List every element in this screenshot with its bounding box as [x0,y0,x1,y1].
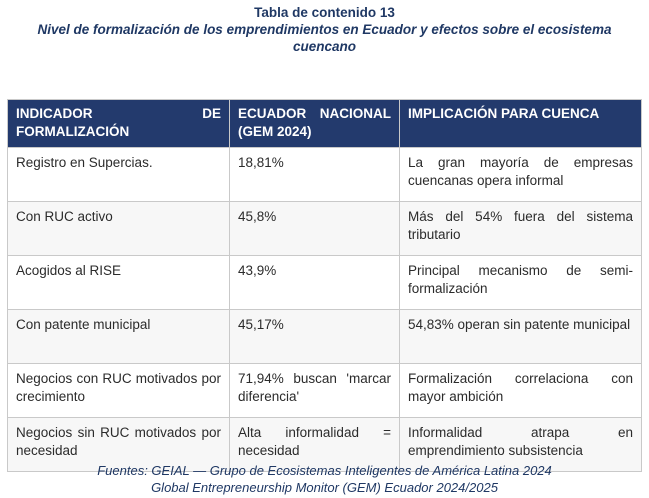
header-ecuador-nacional: ECUADOR NACIONAL (GEM 2024) [229,99,400,148]
cell-ecuador-value: 18,81% [229,147,400,202]
formalization-table: INDICADOR DE FORMALIZACIÓN ECUADOR NACIO… [7,99,642,472]
table-caption-title: Tabla de contenido 13 [254,5,395,20]
table-row: Registro en Supercias. 18,81% La gran ma… [7,147,642,202]
cell-ecuador-value: 45,8% [229,201,400,256]
header-indicator: INDICADOR DE FORMALIZACIÓN [7,99,230,148]
cell-ecuador-value: 43,9% [229,255,400,310]
cell-implication: Principal mecanismo de semi-formalizació… [399,255,642,310]
header-implicacion: IMPLICACIÓN PARA CUENCA [399,99,642,148]
table-caption-subtitle: Nivel de formalización de los emprendimi… [37,22,612,54]
table-row: Con patente municipal 45,17% 54,83% oper… [7,309,642,364]
sources-note: Fuentes: GEIAL — Grupo de Ecosistemas In… [0,462,649,496]
table-row: Negocios con RUC motivados por crecimien… [7,363,642,418]
cell-indicator: Registro en Supercias. [7,147,230,202]
cell-indicator: Con patente municipal [7,309,230,364]
cell-ecuador-value: 45,17% [229,309,400,364]
table-row: Negocios sin RUC motivados por necesidad… [7,417,642,472]
cell-implication: Formalización correlaciona con mayor amb… [399,363,642,418]
cell-implication: 54,83% operan sin patente municipal [399,309,642,364]
cell-implication: Más del 54% fuera del sistema tributario [399,201,642,256]
cell-indicator: Con RUC activo [7,201,230,256]
sources-line-2: Global Entrepreneurship Monitor (GEM) Ec… [151,480,498,495]
sources-line-1: Fuentes: GEIAL — Grupo de Ecosistemas In… [97,463,552,478]
cell-implication: La gran mayoría de empresas cuencanas op… [399,147,642,202]
cell-indicator: Negocios sin RUC motivados por necesidad [7,417,230,472]
cell-ecuador-value: Alta informalidad = necesidad [229,417,400,472]
table-header-row: INDICADOR DE FORMALIZACIÓN ECUADOR NACIO… [7,99,642,148]
table-row: Con RUC activo 45,8% Más del 54% fuera d… [7,201,642,256]
cell-ecuador-value: 71,94% buscan 'marcar diferencia' [229,363,400,418]
cell-implication: Informalidad atrapa en emprendimiento su… [399,417,642,472]
table-row: Acogidos al RISE 43,9% Principal mecanis… [7,255,642,310]
cell-indicator: Acogidos al RISE [7,255,230,310]
cell-indicator: Negocios con RUC motivados por crecimien… [7,363,230,418]
